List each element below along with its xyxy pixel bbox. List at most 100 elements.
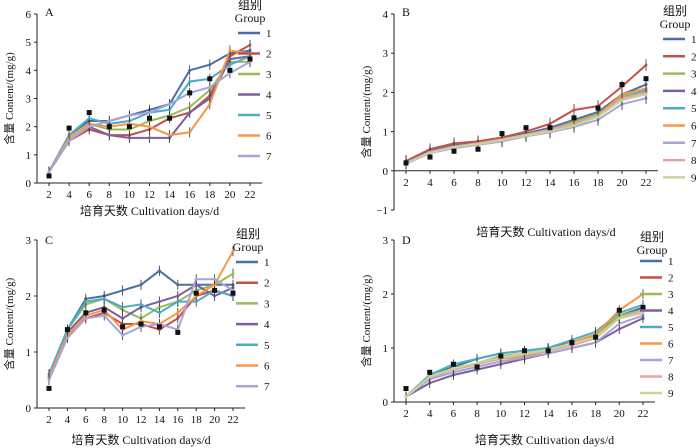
y-axis-label: 含量 Content/(mg/g) — [2, 52, 16, 145]
mean-marker — [616, 307, 622, 313]
legend-entry-4: 4 — [264, 319, 270, 331]
y-tick-label: 1 — [383, 127, 389, 139]
legend-entry-2: 2 — [266, 49, 272, 61]
mean-marker — [187, 90, 193, 96]
x-tick-label: 10 — [495, 408, 507, 420]
y-tick-label: 2 — [383, 289, 389, 301]
y-tick-label: 2 — [383, 87, 389, 99]
series-point-5 — [168, 108, 172, 112]
series-point-4 — [127, 136, 131, 140]
series-point-6 — [168, 133, 172, 137]
mean-marker — [175, 329, 181, 335]
x-tick-label: 22 — [638, 408, 649, 420]
y-tick-label: 3 — [26, 235, 32, 247]
x-tick-label: 16 — [569, 177, 581, 189]
series-line-6 — [405, 293, 644, 398]
y-axis-label: 含量 Content/(mg/g) — [359, 274, 373, 367]
legend-entry-4: 4 — [691, 86, 697, 98]
series-point-5 — [176, 300, 180, 304]
x-tick-label: 18 — [590, 408, 602, 420]
series-point-7 — [87, 125, 91, 129]
mean-marker — [46, 173, 52, 179]
legend-entry-5: 5 — [264, 340, 270, 352]
series-point-1 — [176, 283, 180, 287]
mean-marker — [86, 110, 92, 116]
x-tick-label: 2 — [403, 177, 409, 189]
series-point-9 — [428, 151, 432, 155]
legend-entry-3: 3 — [668, 289, 674, 301]
legend-entry-3: 3 — [264, 298, 270, 310]
legend-entry-1: 1 — [668, 256, 674, 268]
series-point-7 — [617, 322, 621, 326]
y-tick-label: 1 — [26, 347, 32, 359]
legend-title-zh: 组别 — [663, 4, 687, 18]
x-tick-label: 4 — [66, 189, 72, 201]
legend-title-zh: 组别 — [238, 0, 262, 12]
x-axis-label: 培育天数 Cultivation days/d — [71, 432, 210, 447]
y-tick-label: 3 — [383, 48, 389, 60]
mean-marker — [138, 321, 144, 327]
legend-title-en: Group — [235, 11, 266, 25]
mean-marker — [427, 154, 433, 160]
x-tick-label: 2 — [403, 408, 409, 420]
series-point-4 — [188, 111, 192, 115]
series-point-2 — [176, 316, 180, 320]
x-axis-label: 培育天数 Cultivation days/d — [80, 203, 219, 218]
x-tick-label: 12 — [521, 177, 532, 189]
x-tick-label: 10 — [117, 414, 129, 426]
x-axis-label: 培育天数 Cultivation days/d — [475, 432, 614, 447]
series-point-7 — [213, 277, 217, 281]
mean-marker — [66, 125, 72, 131]
series-point-3 — [231, 272, 235, 276]
legend-entry-2: 2 — [668, 273, 674, 285]
series-point-5 — [194, 300, 198, 304]
series-point-7 — [168, 102, 172, 106]
series-point-7 — [208, 85, 212, 89]
series-point-9 — [620, 98, 624, 102]
series-point-9 — [524, 134, 528, 138]
x-tick-label: 16 — [566, 408, 578, 420]
y-tick-label: 2 — [26, 122, 32, 134]
mean-marker — [101, 307, 107, 313]
series-point-7 — [67, 139, 71, 143]
panel-label: D — [402, 233, 411, 247]
x-tick-label: 8 — [474, 408, 480, 420]
y-tick-label: 0 — [26, 403, 32, 415]
series-point-1 — [121, 288, 125, 292]
y-axis-label: 含量 Content/(mg/g) — [359, 65, 373, 158]
y-tick-label: 0 — [26, 178, 32, 190]
mean-marker — [227, 67, 233, 73]
x-tick-label: 6 — [451, 177, 457, 189]
series-point-1 — [188, 68, 192, 72]
x-tick-label: 18 — [593, 177, 605, 189]
legend-entry-9: 9 — [668, 388, 674, 400]
legend-entry-2: 2 — [691, 51, 697, 63]
series-point-6 — [208, 102, 212, 106]
mean-marker — [193, 290, 199, 296]
legend-entry-6: 6 — [264, 361, 270, 373]
x-tick-label: 20 — [209, 414, 221, 426]
series-point-9 — [644, 92, 648, 96]
x-tick-label: 12 — [519, 408, 530, 420]
x-tick-label: 20 — [614, 408, 626, 420]
series-point-7 — [148, 111, 151, 115]
series-point-9 — [548, 130, 552, 134]
series-point-4 — [121, 316, 125, 320]
series-point-7 — [102, 314, 106, 318]
legend-title-zh: 组别 — [640, 230, 664, 244]
legend-entry-6: 6 — [668, 339, 674, 351]
legend-entry-5: 5 — [266, 110, 272, 122]
series-point-4 — [228, 57, 232, 61]
legend-entry-4: 4 — [668, 306, 674, 318]
mean-marker — [120, 324, 126, 330]
series-point-7 — [194, 277, 198, 281]
legend-entry-7: 7 — [668, 355, 674, 367]
legend-entry-1: 1 — [691, 34, 697, 46]
x-tick-label: 2 — [46, 189, 52, 201]
series-point-1 — [157, 269, 161, 273]
series-point-4 — [213, 294, 217, 298]
x-tick-label: 4 — [427, 177, 433, 189]
y-tick-label: 3 — [26, 94, 32, 106]
